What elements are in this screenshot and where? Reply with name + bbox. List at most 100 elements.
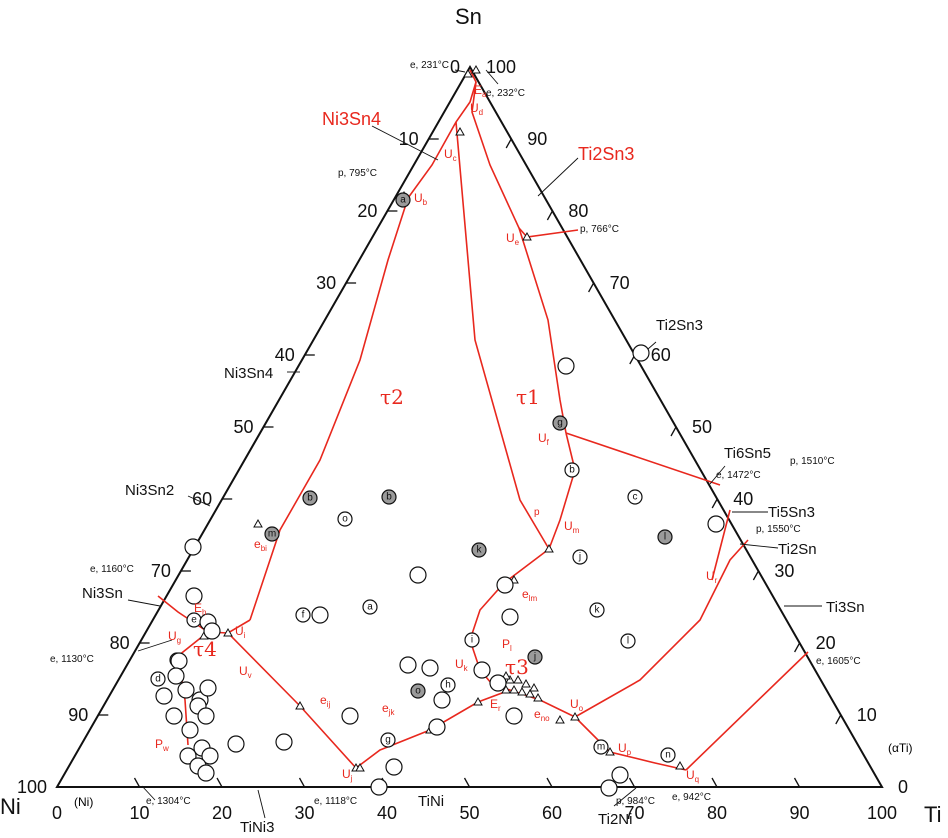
tick-right bbox=[711, 498, 718, 509]
sample-marker bbox=[227, 735, 245, 753]
tick-label-left: 50 bbox=[233, 417, 253, 437]
sample-g: g bbox=[380, 732, 396, 748]
sample-marker bbox=[409, 566, 427, 584]
svg-text:g: g bbox=[385, 735, 391, 746]
sample-marker bbox=[199, 679, 217, 697]
label-eno: eno bbox=[534, 707, 550, 723]
tick-right bbox=[546, 210, 553, 221]
label-ti5sn3: Ti5Sn3 bbox=[768, 504, 815, 521]
invariant-marker bbox=[473, 696, 483, 706]
sample-a: a bbox=[395, 192, 411, 208]
sample-marker bbox=[185, 587, 203, 605]
sample-marker bbox=[165, 707, 183, 725]
invariant-marker bbox=[555, 714, 565, 724]
sample-b: b bbox=[564, 462, 580, 478]
svg-text:e: e bbox=[191, 615, 197, 626]
label-ti6sn5: Ti6Sn5 bbox=[724, 445, 771, 462]
tick-label-bottom: 70 bbox=[624, 803, 644, 823]
tick-bottom bbox=[628, 777, 636, 788]
label-er: Er bbox=[490, 697, 501, 713]
sample-marker bbox=[184, 538, 202, 556]
svg-text:j: j bbox=[578, 552, 581, 563]
svg-text:k: k bbox=[595, 605, 601, 616]
sample-marker bbox=[181, 721, 199, 739]
sample-marker bbox=[203, 622, 221, 640]
label-uj: Uj bbox=[342, 767, 353, 783]
label-ud: Ud bbox=[470, 101, 483, 117]
sample-marker bbox=[428, 718, 446, 736]
label-up: Up bbox=[618, 741, 632, 757]
tick-label-left: 80 bbox=[110, 633, 130, 653]
inv-e231: e, 231°C bbox=[410, 60, 449, 71]
tick-label-right: 40 bbox=[733, 489, 753, 509]
svg-text:l: l bbox=[664, 532, 666, 543]
svg-text:a: a bbox=[367, 602, 373, 613]
tick-label-right: 80 bbox=[568, 201, 588, 221]
sample-marker bbox=[399, 656, 417, 674]
tick-label-right: 30 bbox=[774, 561, 794, 581]
label-ni3sn4-red: Ni3Sn4 bbox=[322, 109, 381, 129]
invariant-marker bbox=[605, 746, 615, 756]
sample-d: d bbox=[150, 671, 166, 687]
label-ui: Ui bbox=[235, 624, 246, 640]
tick-right bbox=[835, 714, 842, 725]
inv-e1472: e, 1472°C bbox=[716, 470, 761, 481]
tick-bottom bbox=[793, 777, 801, 788]
inv-p766: p, 766°C bbox=[580, 224, 619, 235]
invariant-marker bbox=[223, 627, 233, 637]
label-eij: eij bbox=[320, 693, 330, 709]
svg-text:b: b bbox=[386, 492, 392, 503]
tick-label-right: 10 bbox=[857, 705, 877, 725]
label-ub: Ub bbox=[414, 191, 428, 207]
svg-text:i: i bbox=[471, 635, 473, 646]
label-ea: Ea bbox=[474, 83, 487, 99]
sample-marker bbox=[433, 691, 451, 709]
svg-text:m: m bbox=[268, 529, 276, 540]
tick-label-left: 90 bbox=[68, 705, 88, 725]
tick-label-left: 10 bbox=[399, 129, 419, 149]
sample-marker bbox=[170, 652, 188, 670]
tick-right bbox=[752, 570, 759, 581]
sample-g: g bbox=[552, 415, 568, 431]
tick-label-bottom: 90 bbox=[789, 803, 809, 823]
sample-marker bbox=[385, 758, 403, 776]
invariant-marker bbox=[517, 686, 527, 696]
tick-bottom bbox=[133, 777, 141, 788]
invariant-marker bbox=[455, 126, 465, 136]
tau4-label: τ4 bbox=[193, 637, 217, 661]
svg-text:a: a bbox=[400, 195, 406, 206]
tau2-label: τ2 bbox=[380, 385, 404, 409]
sample-i: i bbox=[464, 632, 480, 648]
label-uo: Uo bbox=[570, 697, 584, 713]
sample-o: o bbox=[410, 683, 426, 699]
invariant-marker bbox=[675, 760, 685, 770]
label-ti3sn: Ti3Sn bbox=[826, 599, 865, 616]
inv-e942: e, 942°C bbox=[672, 792, 711, 803]
sample-marker bbox=[421, 659, 439, 677]
tick-label-right: 50 bbox=[692, 417, 712, 437]
tick-label-bottom: 60 bbox=[542, 803, 562, 823]
label-uc: Uc bbox=[444, 147, 457, 163]
tick-label-bottom: 0 bbox=[52, 803, 62, 823]
tick-label-right: 70 bbox=[610, 273, 630, 293]
inv-e1304: e, 1304°C bbox=[146, 796, 191, 807]
svg-text:m: m bbox=[597, 742, 605, 753]
sample-marker bbox=[632, 344, 650, 362]
sample-marker bbox=[611, 766, 629, 784]
label-pw: Pw bbox=[155, 737, 169, 753]
sample-marker bbox=[501, 608, 519, 626]
sample-l: l bbox=[657, 529, 673, 545]
sample-marker bbox=[370, 778, 388, 796]
sample-a: a bbox=[362, 599, 378, 615]
sample-points: agbbmkljobcojklafihdeigmn bbox=[150, 192, 725, 797]
sample-m: m bbox=[264, 526, 280, 542]
sample-marker bbox=[341, 707, 359, 725]
label-tini: TiNi bbox=[418, 793, 444, 810]
label-ni3sn4: Ni3Sn4 bbox=[224, 365, 273, 382]
tau1-label: τ1 bbox=[516, 385, 540, 409]
sample-marker bbox=[155, 687, 173, 705]
tick-right bbox=[505, 138, 512, 149]
axis-ticks bbox=[98, 138, 842, 788]
tick-label-right: 100 bbox=[486, 57, 516, 77]
svg-text:k: k bbox=[477, 545, 483, 556]
